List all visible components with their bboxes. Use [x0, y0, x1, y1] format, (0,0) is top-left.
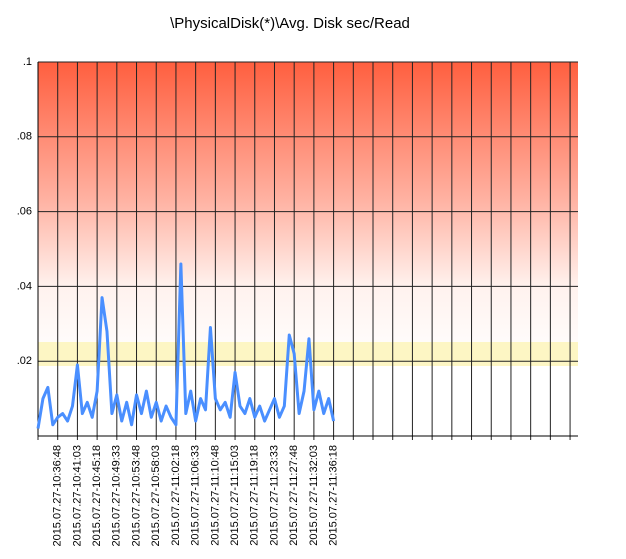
y-tick-label: .06	[17, 206, 32, 218]
x-tick-label: 2015.07.27-10:53:48	[130, 445, 142, 547]
chart-title: \PhysicalDisk(*)\Avg. Disk sec/Read	[170, 15, 410, 32]
x-tick-label: 2015.07.27-10:49:33	[111, 445, 123, 547]
x-tick-label: 2015.07.27-11:32:03	[308, 445, 320, 546]
y-tick-label: .04	[17, 280, 32, 292]
x-tick-label: 2015.07.27-10:36:48	[52, 445, 64, 547]
x-tick-label: 2015.07.27-11:36:18	[328, 445, 340, 546]
y-tick-label: .1	[23, 56, 32, 68]
y-tick-label: .02	[17, 355, 32, 367]
x-tick-label: 2015.07.27-11:02:18	[170, 445, 182, 546]
x-tick-label: 2015.07.27-11:06:33	[190, 445, 202, 546]
data-line	[36, 262, 336, 429]
x-tick-label: 2015.07.27-11:19:18	[249, 445, 261, 546]
x-tick-label: 2015.07.27-10:45:18	[91, 445, 103, 547]
x-tick-label: 2015.07.27-11:10:48	[209, 445, 221, 546]
x-tick-label: 2015.07.27-11:27:48	[288, 445, 300, 546]
x-tick-label: 2015.07.27-10:41:03	[71, 445, 83, 547]
x-tick-label: 2015.07.27-10:58:03	[150, 445, 162, 547]
y-tick-label: .08	[17, 131, 32, 143]
x-tick-label: 2015.07.27-11:15:03	[229, 445, 241, 546]
x-tick-label: 2015.07.27-11:23:33	[268, 445, 280, 546]
